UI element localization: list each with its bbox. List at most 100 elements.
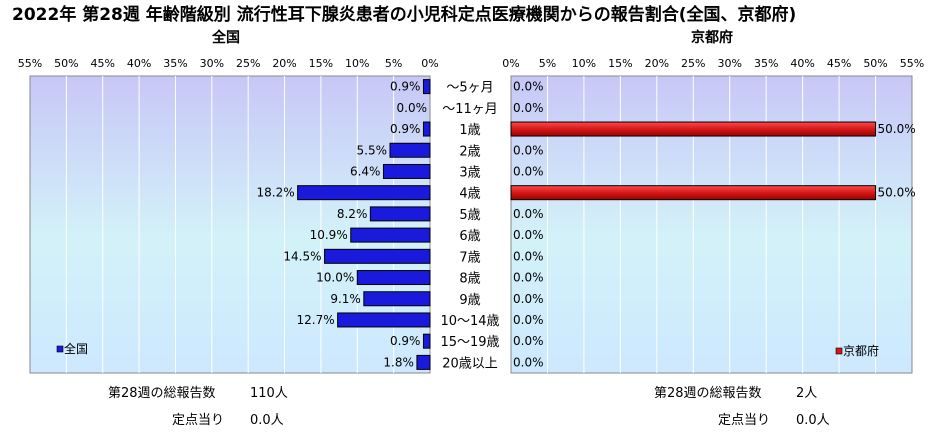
left-x-tick-label: 55% bbox=[18, 57, 42, 70]
right-x-tick-label: 35% bbox=[754, 57, 778, 70]
right-bar-label: 0.0% bbox=[513, 334, 544, 348]
left-x-tick-label: 40% bbox=[127, 57, 151, 70]
right-bar bbox=[510, 121, 877, 137]
category-label: ～11ヶ月 bbox=[442, 102, 498, 117]
right-bar bbox=[510, 185, 877, 201]
right-x-tick-label: 0% bbox=[502, 57, 519, 70]
right-x-tick-label: 25% bbox=[681, 57, 705, 70]
left-footer: 第28週の総報告数 110人 定点当り 0.0人 bbox=[108, 386, 288, 428]
left-bar bbox=[389, 142, 431, 158]
right-total-label: 第28週の総報告数 bbox=[654, 386, 762, 401]
right-bar-label: 0.0% bbox=[513, 164, 544, 178]
left-x-tick-label: 50% bbox=[54, 57, 78, 70]
left-bar-label: 10.0% bbox=[316, 271, 354, 285]
left-bar-label: 14.5% bbox=[283, 249, 321, 263]
bars bbox=[297, 79, 877, 370]
right-x-tick-label: 30% bbox=[718, 57, 742, 70]
left-per-label: 定点当り bbox=[172, 413, 224, 428]
left-bar bbox=[350, 227, 431, 243]
category-label: 6歳 bbox=[459, 229, 480, 244]
left-x-tick-label: 20% bbox=[272, 57, 296, 70]
left-bar-label: 0.0% bbox=[397, 101, 428, 115]
left-x-tick-label: 0% bbox=[421, 57, 438, 70]
category-label: ～5ヶ月 bbox=[446, 81, 493, 96]
left-x-tick-label: 35% bbox=[163, 57, 187, 70]
left-bar bbox=[297, 185, 431, 201]
category-label: 1歳 bbox=[459, 123, 480, 138]
right-bar-label: 50.0% bbox=[878, 186, 916, 200]
left-x-tick-label: 30% bbox=[200, 57, 224, 70]
right-bar-label: 0.0% bbox=[513, 101, 544, 115]
left-x-tick-label: 5% bbox=[385, 57, 402, 70]
left-per-value: 0.0人 bbox=[250, 413, 284, 428]
left-bar-label: 12.7% bbox=[297, 313, 335, 327]
right-x-tick-label: 15% bbox=[608, 57, 632, 70]
x-axis-ticks: 55% 50% 45% 40% 35% 30% 25% 20% 15% 10% 5% 0% 0% 5% 10… bbox=[18, 57, 924, 70]
left-bar-label: 5.5% bbox=[357, 143, 388, 157]
category-label: 8歳 bbox=[459, 272, 480, 287]
category-label: 5歳 bbox=[459, 208, 480, 223]
right-bar-label: 0.0% bbox=[513, 313, 544, 327]
right-bar-label: 0.0% bbox=[513, 207, 544, 221]
left-bar bbox=[382, 163, 431, 179]
right-x-tick-label: 50% bbox=[863, 57, 887, 70]
right-x-tick-label: 5% bbox=[539, 57, 556, 70]
left-panel-background bbox=[29, 75, 431, 374]
left-bar bbox=[324, 248, 431, 264]
left-total-value: 110人 bbox=[250, 386, 288, 401]
left-bar bbox=[422, 333, 431, 349]
right-x-tick-label: 10% bbox=[572, 57, 596, 70]
right-legend-swatch bbox=[835, 347, 843, 355]
left-bar-label: 9.1% bbox=[330, 292, 361, 306]
category-label: 9歳 bbox=[459, 293, 480, 308]
category-label: 15～19歳 bbox=[440, 335, 499, 350]
left-legend: 全国 bbox=[56, 341, 88, 356]
left-bar-label: 1.8% bbox=[383, 355, 414, 369]
left-bar-label: 0.9% bbox=[390, 80, 421, 94]
left-bar-label: 10.9% bbox=[310, 228, 348, 242]
left-x-tick-label: 25% bbox=[236, 57, 260, 70]
right-bar-label: 0.0% bbox=[513, 80, 544, 94]
right-x-tick-label: 55% bbox=[900, 57, 924, 70]
left-bar bbox=[422, 121, 431, 137]
left-panel-subtitle: 全国 bbox=[211, 29, 240, 46]
right-bar-label: 0.0% bbox=[513, 292, 544, 306]
left-bar-label: 18.2% bbox=[257, 186, 295, 200]
left-legend-swatch bbox=[56, 345, 64, 353]
left-bar bbox=[369, 206, 431, 222]
right-total-value: 2人 bbox=[796, 386, 817, 401]
right-legend-label: 京都府 bbox=[843, 343, 879, 358]
left-bar bbox=[356, 270, 431, 286]
category-label: 2歳 bbox=[459, 144, 480, 159]
right-x-tick-label: 40% bbox=[790, 57, 814, 70]
right-per-value: 0.0人 bbox=[796, 413, 830, 428]
right-per-label: 定点当り bbox=[718, 413, 770, 428]
chart-title: 2022年 第28週 年齢階級別 流行性耳下腺炎患者の小児科定点医療機関からの報… bbox=[12, 4, 796, 25]
right-bar-label: 0.0% bbox=[513, 355, 544, 369]
left-bar bbox=[422, 79, 431, 95]
category-label: 4歳 bbox=[459, 187, 480, 202]
right-bar-label: 0.0% bbox=[513, 143, 544, 157]
category-label: 3歳 bbox=[459, 165, 480, 180]
left-bar-label: 0.9% bbox=[390, 122, 421, 136]
left-x-tick-label: 45% bbox=[91, 57, 115, 70]
right-panel-subtitle: 京都府 bbox=[691, 29, 733, 46]
bar-labels: 0.9%0.0%0.9%5.5%6.4%18.2%8.2%10.9%14.5%1… bbox=[257, 80, 916, 370]
right-bar-label: 0.0% bbox=[513, 271, 544, 285]
left-x-tick-label: 10% bbox=[345, 57, 369, 70]
category-labels: ～5ヶ月 ～11ヶ月 1歳 2歳 3歳 4歳 5歳 6歳 7歳 8歳 9歳 10～14歳 15～19歳 2… bbox=[440, 81, 499, 372]
right-panel-background bbox=[510, 75, 913, 374]
left-legend-label: 全国 bbox=[64, 341, 88, 356]
category-label: 20歳以上 bbox=[442, 356, 498, 371]
right-bar-label: 0.0% bbox=[513, 228, 544, 242]
category-label: 7歳 bbox=[459, 250, 480, 265]
left-bar-label: 0.9% bbox=[390, 334, 421, 348]
left-total-label: 第28週の総報告数 bbox=[108, 386, 216, 401]
left-bar bbox=[416, 354, 431, 370]
right-bar-label: 50.0% bbox=[878, 122, 916, 136]
category-label: 10～14歳 bbox=[440, 314, 499, 329]
right-bar-label: 0.0% bbox=[513, 249, 544, 263]
right-legend: 京都府 bbox=[835, 343, 879, 358]
